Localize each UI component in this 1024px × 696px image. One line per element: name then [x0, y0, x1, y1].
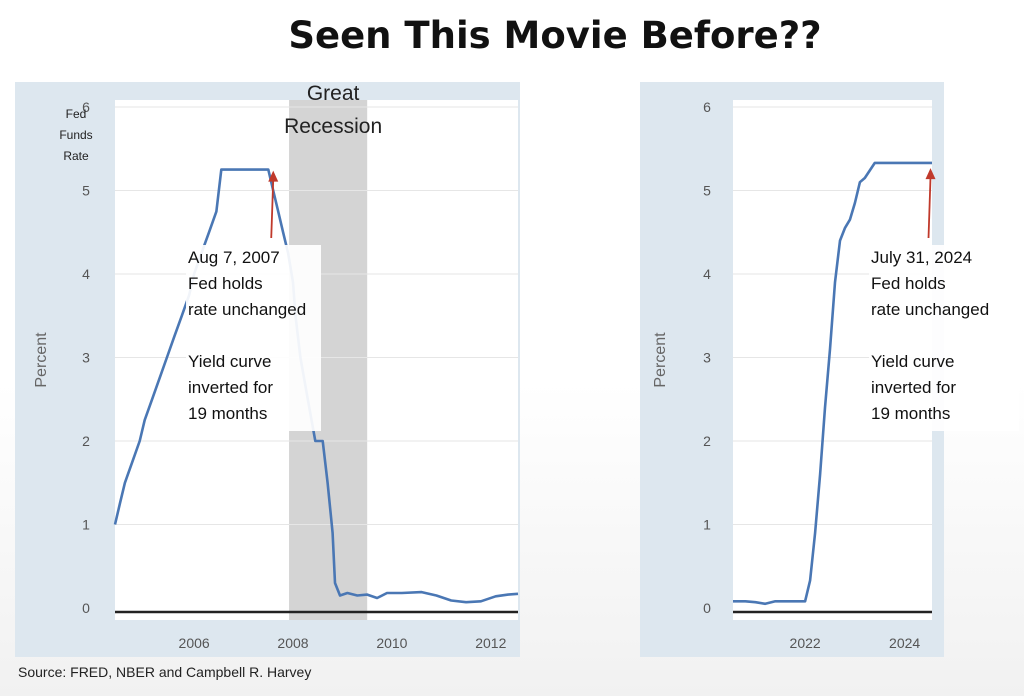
chart2-annotation-line: Yield curve	[871, 352, 954, 371]
chart2-series-line	[733, 161, 932, 606]
chart2-annotation-line: 19 months	[871, 404, 950, 423]
chart2-y-tick-label: 2	[703, 433, 711, 449]
slide-title: Seen This Movie Before??	[288, 14, 822, 57]
chart1-recession-label-line2: Recession	[284, 115, 382, 138]
chart2-annotation-line: inverted for	[871, 378, 956, 397]
chart1-recession-label-line1: Great	[307, 82, 360, 105]
chart2-annotation-arrow-shaft	[927, 177, 932, 239]
chart1-y-tick-label: 2	[82, 433, 90, 449]
chart2-annotation-line: July 31, 2024	[871, 248, 972, 267]
chart1-y-axis-note-line: Fed	[66, 107, 87, 121]
chart1-x-tick-label: 2008	[277, 635, 308, 651]
chart1-annotation-line: rate unchanged	[188, 300, 306, 319]
chart1-y-tick-label: 4	[82, 266, 90, 282]
chart1-x-tick-label: 2010	[376, 635, 407, 651]
chart1-x-tick-label: 2006	[179, 635, 210, 651]
chart1-annotation-line: Aug 7, 2007	[188, 248, 280, 267]
chart1-annotation-arrow-head	[268, 170, 279, 182]
source-note: Source: FRED, NBER and Campbell R. Harve…	[18, 664, 312, 680]
chart1-y-tick-label: 5	[82, 183, 90, 199]
chart2-annotation-arrow-head	[925, 168, 936, 180]
chart2-x-tick-label: 2022	[790, 635, 821, 651]
chart2-annotation-line: rate unchanged	[871, 300, 989, 319]
chart2-y-axis-label: Percent	[652, 332, 669, 388]
chart2-y-tick-label: 4	[703, 266, 711, 282]
chart2-annotation-line: Fed holds	[871, 274, 946, 293]
chart1-annotation-line: Yield curve	[188, 352, 271, 371]
chart2-x-tick-label: 2024	[889, 635, 920, 651]
chart2-y-tick-label: 1	[703, 517, 711, 533]
chart1-annotation-arrow-shaft	[270, 179, 275, 239]
chart1-y-axis-label: Percent	[33, 332, 50, 388]
chart2-y-tick-label: 5	[703, 183, 711, 199]
chart2-y-tick-label: 3	[703, 350, 711, 366]
chart1-y-tick-label: 6	[82, 99, 90, 115]
chart1-y-axis-note-line: Rate	[63, 149, 89, 163]
chart1-y-tick-label: 3	[82, 350, 90, 366]
chart2-y-tick-label: 0	[703, 600, 711, 616]
chart2-annotation-bg	[869, 245, 1019, 431]
chart1-annotation-bg	[186, 245, 321, 431]
chart1-y-tick-label: 0	[82, 600, 90, 616]
chart1-x-tick-label: 2012	[475, 635, 506, 651]
chart1-annotation-line: 19 months	[188, 404, 267, 423]
chart1-y-tick-label: 1	[82, 517, 90, 533]
chart1-annotation-line: inverted for	[188, 378, 273, 397]
chart2-y-tick-label: 6	[703, 99, 711, 115]
chart1-y-axis-note-line: Funds	[59, 128, 92, 142]
chart1-annotation-line: Fed holds	[188, 274, 263, 293]
